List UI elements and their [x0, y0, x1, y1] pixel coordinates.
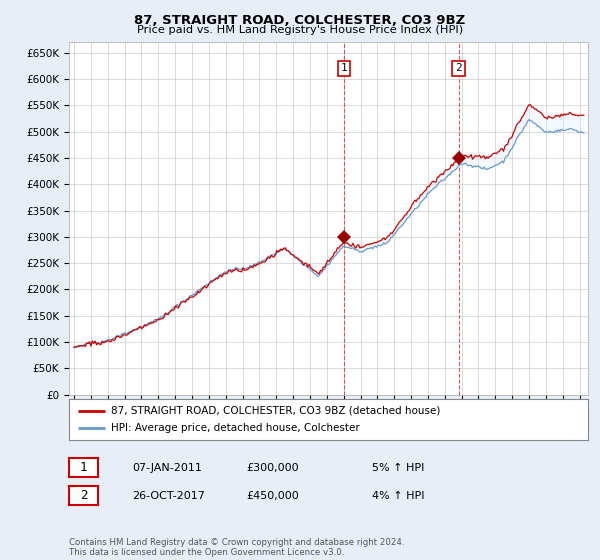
Text: 1: 1 — [341, 63, 347, 73]
Text: 4% ↑ HPI: 4% ↑ HPI — [372, 491, 425, 501]
Text: 07-JAN-2011: 07-JAN-2011 — [132, 463, 202, 473]
Text: HPI: Average price, detached house, Colchester: HPI: Average price, detached house, Colc… — [110, 423, 359, 433]
Text: 2: 2 — [455, 63, 462, 73]
Text: Price paid vs. HM Land Registry's House Price Index (HPI): Price paid vs. HM Land Registry's House … — [137, 25, 463, 35]
Text: 87, STRAIGHT ROAD, COLCHESTER, CO3 9BZ (detached house): 87, STRAIGHT ROAD, COLCHESTER, CO3 9BZ (… — [110, 405, 440, 416]
Text: 5% ↑ HPI: 5% ↑ HPI — [372, 463, 424, 473]
Text: 2: 2 — [80, 489, 87, 502]
Text: Contains HM Land Registry data © Crown copyright and database right 2024.
This d: Contains HM Land Registry data © Crown c… — [69, 538, 404, 557]
Text: £450,000: £450,000 — [246, 491, 299, 501]
Text: 26-OCT-2017: 26-OCT-2017 — [132, 491, 205, 501]
Text: £300,000: £300,000 — [246, 463, 299, 473]
Text: 1: 1 — [80, 461, 87, 474]
Text: 87, STRAIGHT ROAD, COLCHESTER, CO3 9BZ: 87, STRAIGHT ROAD, COLCHESTER, CO3 9BZ — [134, 14, 466, 27]
